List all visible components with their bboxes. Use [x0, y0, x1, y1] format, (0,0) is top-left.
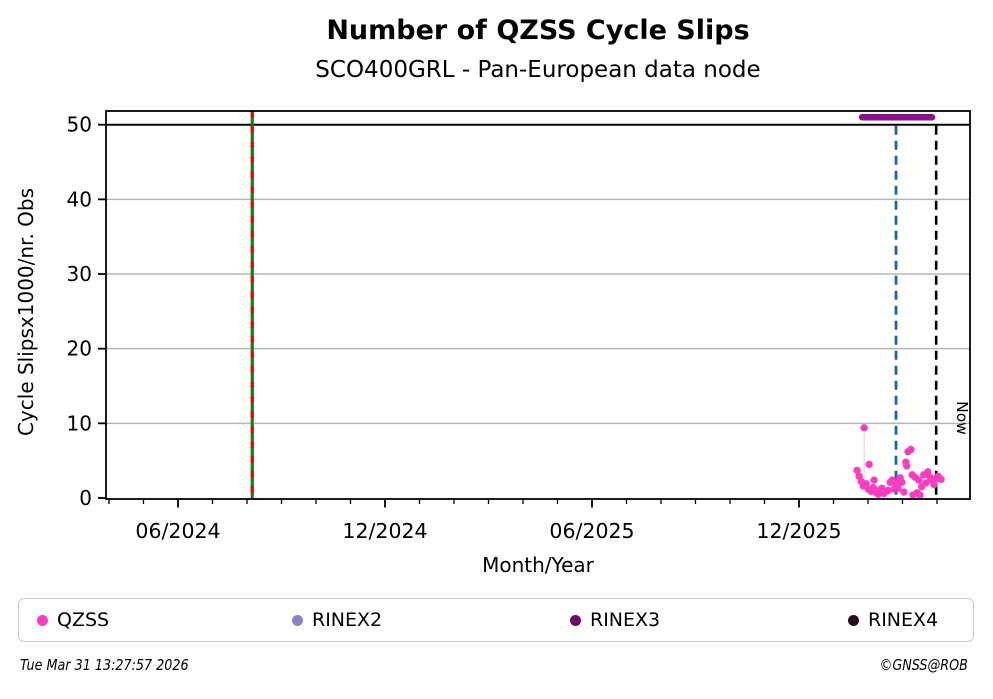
legend: QZSS RINEX2 RINEX3 RINEX4: [18, 598, 974, 642]
qzss-marker-icon: [37, 614, 48, 626]
qzss-point: [915, 476, 923, 484]
legend-label: RINEX2: [312, 609, 383, 631]
qzss-point: [907, 445, 915, 454]
now-label: Now: [953, 401, 971, 435]
plot-border: [105, 110, 971, 500]
legend-label: RINEX4: [868, 609, 939, 631]
legend-label: QZSS: [57, 609, 110, 631]
plot-timestamp: Tue Mar 31 13:27:57 2026: [20, 656, 189, 674]
y-tick-label: 10: [67, 411, 92, 435]
y-axis-ticks: 0 10 20 30 40 50: [67, 113, 106, 510]
qzss-point: [853, 466, 861, 475]
legend-label: RINEX3: [590, 609, 661, 631]
qzss-point: [900, 488, 908, 496]
y-tick-label: 50: [67, 113, 92, 137]
x-axis-label: Month/Year: [482, 553, 594, 577]
legend-item-qzss: QZSS: [37, 599, 109, 641]
qzss-point: [860, 424, 868, 432]
qzss-point: [865, 460, 873, 469]
qzss-point: [870, 476, 878, 484]
y-tick-label: 40: [67, 187, 92, 211]
qzss-scatter-points: [853, 424, 945, 499]
x-tick-label: 06/2024: [135, 519, 220, 543]
y-tick-label: 30: [67, 262, 92, 286]
x-tick-label: 06/2025: [549, 519, 634, 543]
legend-item-rinex2: RINEX2: [292, 599, 382, 641]
qzss-point: [894, 484, 902, 492]
qzss-point: [884, 486, 892, 495]
x-axis-ticks: 06/2024 12/2024 06/2025 12/2025: [108, 499, 938, 543]
qzss-point: [903, 462, 911, 470]
x-tick-label: 12/2024: [342, 519, 427, 543]
qzss-point: [930, 480, 938, 489]
rinex3-marker-icon: [570, 614, 581, 626]
credit-text: ©GNSS@ROB: [879, 656, 968, 674]
qzss-point: [922, 479, 930, 487]
x-tick-label: 12/2025: [756, 519, 841, 543]
y-axis-label: Cycle Slipsx1000/nr. Obs: [14, 187, 38, 437]
y-tick-label: 0: [79, 486, 92, 510]
gridlines: [106, 198, 970, 425]
chart-subtitle: SCO400GRL - Pan-European data node: [315, 57, 761, 83]
qzss-point: [937, 475, 945, 484]
qzss-point: [898, 478, 906, 487]
legend-item-rinex4: RINEX4: [848, 599, 938, 641]
rinex4-marker-icon: [848, 614, 859, 626]
rinex2-marker-icon: [292, 614, 303, 626]
y-tick-label: 20: [67, 337, 92, 361]
chart-title: Number of QZSS Cycle Slips: [326, 15, 750, 46]
qzss-point: [916, 491, 924, 499]
legend-item-rinex3: RINEX3: [570, 599, 660, 641]
cycle-slips-chart: 0 10 20 30 40 50 06/2024 12/2024 06/2025 12/2025 N…: [67, 110, 971, 543]
